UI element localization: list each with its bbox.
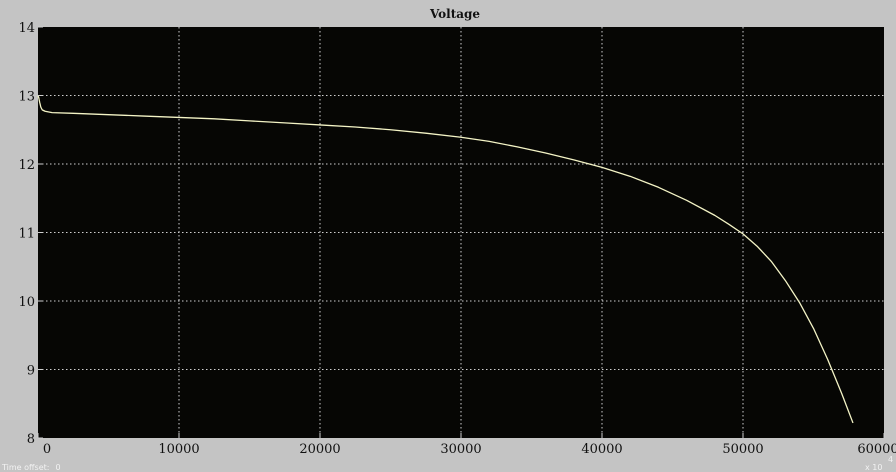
grid-lines — [38, 27, 884, 438]
time-offset-label: Time offset: 0 — [1, 463, 61, 472]
y-tick-label: 11 — [18, 227, 35, 242]
x-tick-label: 40000 — [581, 442, 622, 457]
axis-exponent-label: x 10 — [865, 463, 882, 472]
x-tick-label: 0 — [43, 442, 51, 457]
x-axis-ticks: 0 10000 20000 30000 40000 50000 60000 — [37, 433, 896, 457]
y-axis-ticks: 8 9 10 11 12 13 14 — [18, 21, 43, 447]
x-tick-label: 30000 — [440, 442, 481, 457]
chart-title: Voltage — [429, 7, 480, 21]
y-tick-label: 13 — [18, 90, 35, 105]
y-tick-label: 9 — [27, 364, 35, 379]
x-tick-label: 60000 — [857, 442, 896, 457]
x-tick-label: 20000 — [299, 442, 340, 457]
y-tick-label: 14 — [18, 21, 35, 36]
x-tick-label: 10000 — [158, 442, 199, 457]
y-tick-label: 8 — [27, 432, 35, 447]
series-group — [37, 95, 854, 424]
series-line-voltage — [37, 95, 854, 424]
y-tick-label: 12 — [18, 158, 35, 173]
axis-exponent-power: 4 — [888, 455, 893, 464]
x-tick-label: 50000 — [722, 442, 763, 457]
y-tick-label: 10 — [18, 295, 35, 310]
